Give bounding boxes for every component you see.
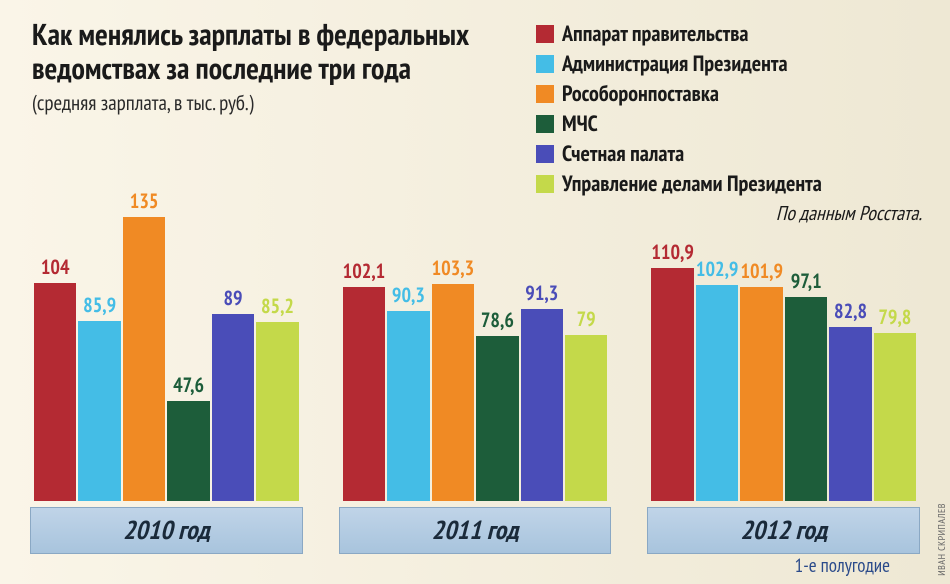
bar-wrap: 89 bbox=[212, 285, 254, 501]
bar-wrap: 90,3 bbox=[387, 282, 429, 501]
bar-wrap: 79 bbox=[565, 306, 607, 501]
bar-value-label: 102,9 bbox=[696, 256, 739, 282]
legend-label: Администрация Президента bbox=[562, 50, 788, 78]
year-label: 2011 год bbox=[339, 507, 612, 554]
legend-item: Администрация Президента bbox=[536, 50, 922, 78]
bar bbox=[123, 217, 165, 501]
bar bbox=[34, 283, 76, 501]
bar bbox=[651, 268, 694, 501]
bar-value-label: 78,6 bbox=[481, 307, 514, 333]
year-group: 102,190,3 103,378,6 91,3 79 2011 год bbox=[339, 182, 612, 554]
bar-value-label: 102,1 bbox=[343, 258, 386, 284]
bar bbox=[78, 321, 120, 501]
bar-wrap: 97,1 bbox=[785, 268, 827, 501]
bar-value-label: 101,9 bbox=[740, 258, 783, 284]
legend-label: Аппарат правительства bbox=[562, 20, 748, 48]
bar-wrap: 110,9 bbox=[651, 239, 694, 501]
bar-group: 110,9102,9101,9 97,1 82,8 79,8 bbox=[647, 182, 920, 501]
bar-group: 104 85,9 135 47,6 89 85,2 bbox=[30, 182, 303, 501]
year-group: 104 85,9 135 47,6 89 85,2 2010 год bbox=[30, 182, 303, 554]
author-credit: ИВАН СКРИПАЛЕВ bbox=[935, 503, 948, 576]
bar-wrap: 135 bbox=[123, 188, 165, 501]
year-label: 2010 год bbox=[30, 507, 303, 554]
legend-swatch bbox=[536, 145, 554, 163]
legend-label: Рособоронпоставка bbox=[562, 80, 719, 108]
bar-wrap: 85,9 bbox=[78, 292, 120, 501]
legend-swatch bbox=[536, 115, 554, 133]
bar-value-label: 97,1 bbox=[791, 268, 822, 294]
bar-value-label: 135 bbox=[130, 188, 159, 214]
bar-group: 102,190,3 103,378,6 91,3 79 bbox=[339, 182, 612, 501]
legend-label: МЧС bbox=[562, 110, 598, 138]
legend-item: Аппарат правительства bbox=[536, 20, 922, 48]
bar-value-label: 85,9 bbox=[83, 292, 116, 318]
bar-value-label: 85,2 bbox=[261, 293, 294, 319]
footnote: 1-е полугодие bbox=[795, 554, 890, 578]
bar bbox=[432, 284, 475, 501]
legend-item: Счетная палата bbox=[536, 140, 922, 168]
bar bbox=[343, 287, 386, 501]
legend-item: Рособоронпоставка bbox=[536, 80, 922, 108]
bar-value-label: 79 bbox=[577, 306, 596, 332]
bar bbox=[212, 314, 254, 501]
bar bbox=[696, 285, 739, 501]
bar bbox=[387, 311, 429, 501]
year-label: 2012 год bbox=[647, 507, 920, 554]
bar bbox=[874, 333, 916, 501]
bar bbox=[256, 322, 298, 501]
chart-area: 104 85,9 135 47,6 89 85,2 2010 год 102,190,3 103… bbox=[30, 182, 920, 554]
bar-value-label: 89 bbox=[223, 285, 242, 311]
bar-value-label: 91,3 bbox=[525, 280, 558, 306]
bar bbox=[785, 297, 827, 501]
bar-wrap: 104 bbox=[34, 254, 76, 501]
bar-wrap: 78,6 bbox=[476, 307, 518, 501]
chart-subtitle: (средняя зарплата, в тыс. руб.) bbox=[32, 89, 512, 116]
bar-value-label: 110,9 bbox=[651, 239, 694, 265]
bar-wrap: 103,3 bbox=[432, 255, 475, 501]
bar-wrap: 91,3 bbox=[521, 280, 563, 501]
year-group: 110,9102,9101,9 97,1 82,8 79,8 2012 год bbox=[647, 182, 920, 554]
bar-value-label: 103,3 bbox=[432, 255, 475, 281]
bar bbox=[167, 401, 209, 501]
legend-item: МЧС bbox=[536, 110, 922, 138]
bar-value-label: 47,6 bbox=[173, 372, 204, 398]
bar bbox=[565, 335, 607, 501]
bar bbox=[829, 327, 871, 501]
bar-wrap: 47,6 bbox=[167, 372, 209, 501]
bar-value-label: 90,3 bbox=[392, 282, 425, 308]
bar-wrap: 85,2 bbox=[256, 293, 298, 501]
legend-swatch bbox=[536, 85, 554, 103]
bar-wrap: 82,8 bbox=[829, 298, 871, 501]
bar-wrap: 102,9 bbox=[696, 256, 739, 501]
chart-title: Как менялись зарплаты в федеральных ведо… bbox=[32, 18, 512, 85]
bar-value-label: 82,8 bbox=[834, 298, 867, 324]
bar-wrap: 101,9 bbox=[740, 258, 783, 501]
legend-swatch bbox=[536, 25, 554, 43]
bar-value-label: 104 bbox=[41, 254, 70, 280]
bar-wrap: 79,8 bbox=[874, 304, 916, 501]
bar bbox=[476, 336, 518, 501]
legend-label: Счетная палата bbox=[562, 140, 684, 168]
bar-wrap: 102,1 bbox=[343, 258, 386, 501]
bar bbox=[521, 309, 563, 501]
bar bbox=[740, 287, 783, 501]
bar-value-label: 79,8 bbox=[878, 304, 911, 330]
legend-swatch bbox=[536, 55, 554, 73]
